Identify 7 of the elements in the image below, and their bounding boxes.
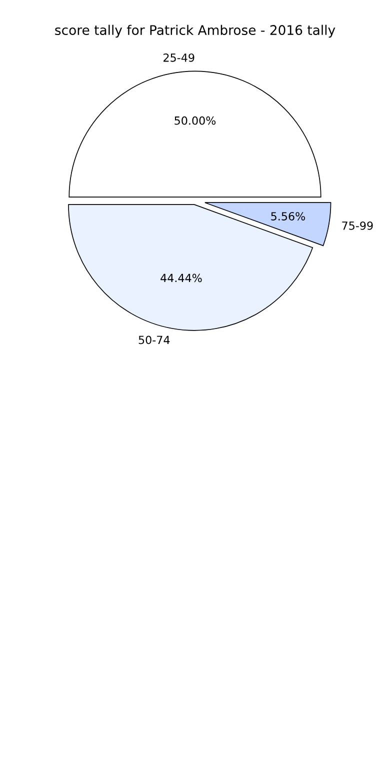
data-label: 5.56% — [271, 212, 305, 220]
slice-label: 50-74 — [138, 336, 170, 344]
chart-title: score tally for Patrick Ambrose - 2016 tally — [55, 24, 336, 38]
data-label: 44.44% — [160, 274, 202, 282]
slice-label: 25-49 — [164, 53, 194, 62]
slice-label: 75-99 — [342, 221, 373, 230]
data-label: 50.00% — [174, 116, 216, 125]
